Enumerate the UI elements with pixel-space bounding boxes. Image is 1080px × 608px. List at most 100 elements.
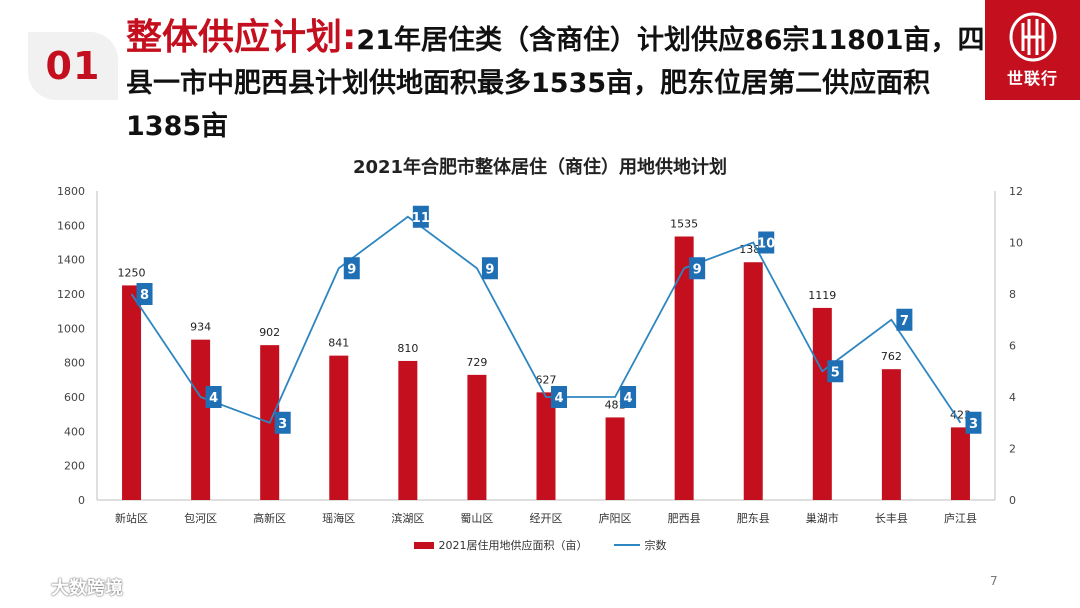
slide-number: 01 [45, 44, 101, 88]
bar [467, 374, 487, 500]
x-axis-tick-label: 包河区 [184, 512, 217, 525]
right-axis-tick-label: 8 [1009, 288, 1016, 301]
legend: 2021居住用地供应面积（亩） 宗数 [0, 537, 1080, 553]
bar [398, 360, 418, 500]
count-value-label: 7 [900, 314, 909, 329]
left-axis-tick-label: 800 [64, 357, 85, 370]
count-label-box [205, 386, 222, 408]
left-axis-tick-label: 1800 [57, 185, 85, 198]
left-axis-tick-label: 0 [78, 494, 85, 507]
count-label-box [689, 257, 706, 280]
count-label-box [481, 257, 498, 280]
left-axis-tick-label: 600 [64, 391, 85, 404]
bar-value-label: 1119 [808, 289, 836, 302]
watermark-logo-icon [8, 578, 46, 595]
right-axis-tick-label: 2 [1009, 443, 1016, 456]
count-value-label: 9 [485, 262, 494, 277]
count-label-box [551, 386, 567, 408]
legend-label-count: 宗数 [644, 539, 667, 552]
x-axis-tick-label: 高新区 [253, 511, 286, 525]
count-value-label: 4 [209, 391, 218, 406]
x-axis-tick-label: 瑶海区 [322, 511, 355, 525]
count-value-label: 11 [412, 211, 430, 226]
count-label-box [827, 360, 844, 383]
left-axis-tick-label: 1200 [57, 288, 85, 301]
count-label-box [620, 386, 637, 408]
brand-name: 世联行 [1006, 69, 1058, 88]
bar [605, 417, 625, 500]
brand-emblem-icon [1009, 12, 1056, 62]
bar [329, 355, 349, 500]
right-axis-tick-label: 10 [1009, 237, 1023, 250]
right-axis-tick-label: 6 [1009, 340, 1016, 353]
page-number: 7 [990, 574, 998, 588]
bar [674, 236, 694, 500]
bar [950, 427, 970, 500]
count-value-label: 9 [347, 262, 356, 277]
page-title: 整体供应计划:21年居住类（含商住）计划供应86宗11801亩，四县一市中肥西县… [126, 16, 986, 148]
count-value-label: 5 [831, 365, 840, 380]
legend-item-area: 2021居住用地供应面积（亩） [413, 537, 588, 553]
count-value-label: 4 [554, 391, 563, 406]
count-label-box [412, 205, 429, 228]
count-label-box [274, 411, 291, 434]
count-value-label: 8 [140, 288, 149, 303]
chart-title: 2021年合肥市整体居住（商住）用地供地计划 [352, 157, 728, 178]
count-value-label: 3 [969, 417, 978, 432]
bar-value-label: 1250 [118, 266, 146, 279]
count-value-label: 10 [757, 237, 775, 252]
slide-number-badge: 01 [28, 32, 118, 100]
legend-swatch-line [613, 544, 640, 546]
bar-value-label: 762 [881, 350, 902, 363]
headline-body: 21年居住类（含商住）计划供应86宗11801亩，四县一市中肥西县计划供地面积最… [126, 25, 985, 142]
left-axis-tick-label: 1600 [57, 219, 85, 232]
count-line [130, 215, 962, 424]
right-axis-tick-label: 0 [1009, 494, 1016, 507]
count-value-label: 4 [624, 391, 633, 406]
bar-value-label: 934 [190, 321, 211, 334]
count-value-label: 9 [693, 262, 702, 277]
left-axis-tick-label: 1400 [57, 254, 85, 267]
count-label-box [343, 257, 360, 280]
legend-label-area: 2021居住用地供应面积（亩） [438, 539, 588, 552]
bar-value-label: 841 [328, 337, 349, 350]
legend-swatch-bar [413, 541, 434, 549]
x-axis-tick-label: 蜀山区 [460, 512, 493, 525]
headline-lead: 整体供应计划: [126, 17, 357, 58]
x-axis-tick-label: 新站区 [115, 511, 148, 525]
right-axis-tick-label: 4 [1009, 391, 1016, 404]
bar [122, 285, 142, 500]
bar [191, 339, 211, 500]
bar-value-label: 627 [536, 373, 557, 386]
brand-logo: 世联行 [985, 0, 1080, 100]
bar-value-label: 902 [259, 326, 280, 339]
count-label-box [758, 231, 775, 254]
count-label-box [896, 308, 913, 331]
count-value-label: 3 [278, 417, 287, 432]
x-axis-tick-label: 巢湖市 [806, 511, 839, 525]
watermark-text: 大数跨境 [51, 578, 123, 599]
left-axis-tick-label: 200 [64, 460, 85, 473]
bar-value-label: 729 [466, 356, 487, 369]
x-axis-tick-label: 庐江县 [944, 511, 977, 525]
left-axis-tick-label: 1000 [57, 322, 85, 335]
bar-value-label: 1535 [670, 217, 698, 230]
count-label-box [136, 283, 153, 305]
bar-value-label: 810 [397, 342, 418, 355]
bar [536, 392, 556, 500]
x-axis-tick-label: 庐阳区 [599, 511, 632, 525]
bar [812, 307, 832, 500]
count-label-box [965, 411, 982, 434]
x-axis-tick-label: 肥西县 [668, 512, 701, 525]
right-axis-tick-label: 12 [1009, 185, 1023, 198]
left-axis-tick-label: 400 [64, 425, 85, 438]
bar [743, 262, 763, 500]
x-axis-tick-label: 肥东县 [737, 512, 770, 525]
source-watermark: 大数跨境 [6, 574, 123, 600]
x-axis-tick-label: 经开区 [530, 512, 563, 525]
x-axis-tick-label: 长丰县 [875, 512, 908, 525]
legend-item-count: 宗数 [613, 537, 667, 553]
x-axis-tick-label: 滨湖区 [391, 511, 424, 525]
bar [881, 369, 901, 500]
